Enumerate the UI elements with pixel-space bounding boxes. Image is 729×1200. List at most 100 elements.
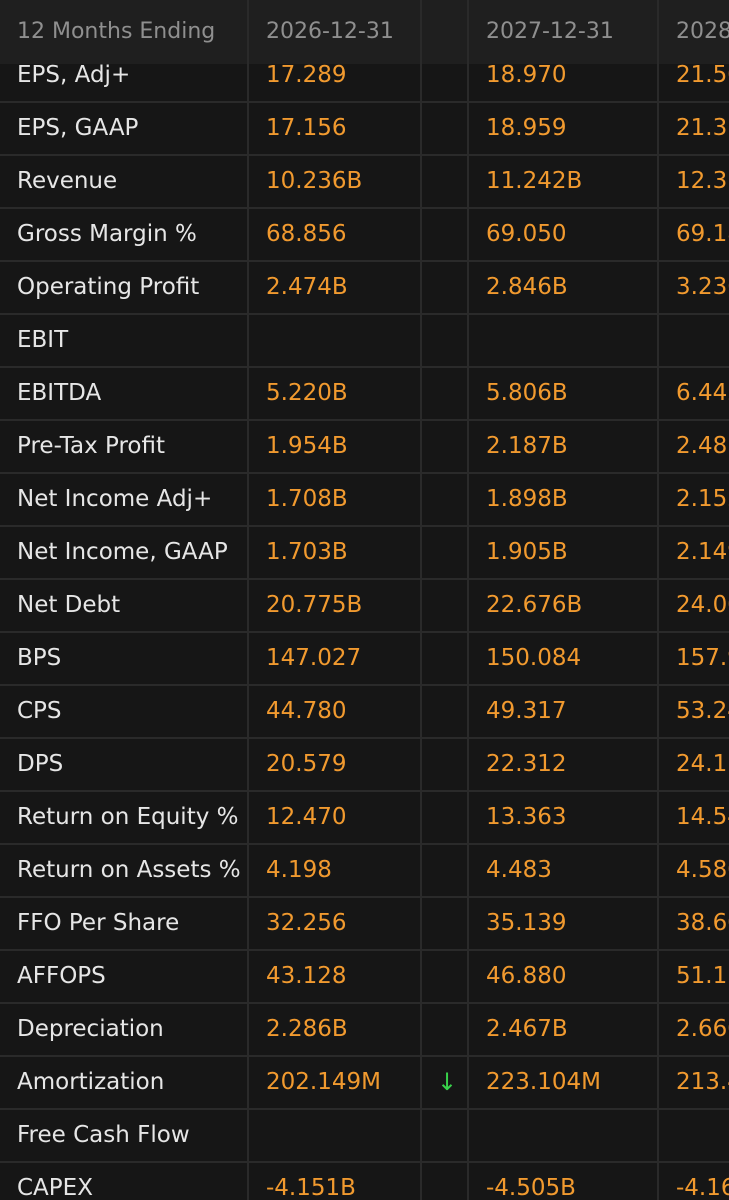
table-row[interactable]: EPS, GAAP 17.156 18.959 21.37 (0, 103, 729, 156)
table-row[interactable]: Amortization 202.149M ↓ 223.104M 213.4 (0, 1057, 729, 1110)
row-label: Net Income, GAAP (17, 539, 228, 565)
value-2026: 20.775B (266, 592, 363, 618)
value-2028: 6.442 (676, 380, 729, 406)
value-2027: 1.898B (486, 486, 568, 512)
value-2027: 2.467B (486, 1016, 568, 1042)
table-row[interactable]: DPS 20.579 22.312 24.11 (0, 739, 729, 792)
trend-arrow-icon (432, 845, 462, 896)
value-2028: 2.660 (676, 1016, 729, 1042)
header-period-2027[interactable]: 2027-12-31 (486, 19, 614, 44)
table-row[interactable]: EPS, Adj+ 17.289 18.970 21.50 (0, 50, 729, 103)
column-divider (467, 0, 469, 1200)
row-label: Net Debt (17, 592, 121, 618)
value-2027: 18.970 (486, 62, 567, 88)
trend-arrow-icon (432, 633, 462, 684)
value-2026: 5.220B (266, 380, 348, 406)
value-2026: 2.474B (266, 274, 348, 300)
header-period-2026[interactable]: 2026-12-31 (266, 19, 394, 44)
trend-arrow-icon (432, 527, 462, 578)
value-2027: -4.505B (486, 1175, 576, 1200)
value-2027: 49.317 (486, 698, 567, 724)
row-label: Free Cash Flow (17, 1122, 190, 1148)
value-2027: 22.312 (486, 751, 567, 777)
table-row[interactable]: Net Debt 20.775B 22.676B 24.00 (0, 580, 729, 633)
value-2026: 68.856 (266, 221, 347, 247)
value-2028: 53.24 (676, 698, 729, 724)
value-2026: 32.256 (266, 910, 347, 936)
header-period-2028[interactable]: 2028-12-31 (676, 19, 729, 44)
value-2028: 157.9 (676, 645, 729, 671)
table-row[interactable]: EBIT (0, 315, 729, 368)
row-label: Amortization (17, 1069, 165, 1095)
value-2028: 51.17 (676, 963, 729, 989)
table-row[interactable]: Net Income Adj+ 1.708B 1.898B 2.152 (0, 474, 729, 527)
row-label: EPS, Adj+ (17, 62, 131, 88)
value-2026: 17.156 (266, 115, 347, 141)
row-label: Pre-Tax Profit (17, 433, 166, 459)
table-row[interactable]: EBITDA 5.220B 5.806B 6.442 (0, 368, 729, 421)
trend-arrow-icon (432, 315, 462, 366)
table-row[interactable]: Depreciation 2.286B 2.467B 2.660 (0, 1004, 729, 1057)
value-2027: 18.959 (486, 115, 567, 141)
value-2028: 14.54 (676, 804, 729, 830)
row-label: Gross Margin % (17, 221, 197, 247)
value-2027: 22.676B (486, 592, 583, 618)
table-row[interactable]: CAPEX -4.151B -4.505B -4.16 (0, 1163, 729, 1200)
table-row[interactable]: AFFOPS 43.128 46.880 51.17 (0, 951, 729, 1004)
value-2027: 35.139 (486, 910, 567, 936)
value-2028: 4.580 (676, 857, 729, 883)
table-row[interactable]: Operating Profit 2.474B 2.846B 3.236 (0, 262, 729, 315)
value-2027: 2.846B (486, 274, 568, 300)
trend-arrow-icon (432, 898, 462, 949)
value-2027: 1.905B (486, 539, 568, 565)
value-2028: 38.60 (676, 910, 729, 936)
row-label: Net Income Adj+ (17, 486, 213, 512)
value-2028: 213.4 (676, 1069, 729, 1095)
value-2026: 1.703B (266, 539, 348, 565)
trend-arrow-icon (432, 686, 462, 737)
value-2028 (676, 315, 729, 366)
row-label: CPS (17, 698, 62, 724)
value-2026 (266, 315, 416, 366)
row-label: EBITDA (17, 380, 102, 406)
value-2027: 4.483 (486, 857, 552, 883)
value-2026: 10.236B (266, 168, 363, 194)
trend-arrow-icon (432, 156, 462, 207)
value-2026: 20.579 (266, 751, 347, 777)
down-arrow-icon: ↓ (436, 1068, 458, 1096)
column-divider (247, 0, 249, 1200)
table-row[interactable]: Free Cash Flow (0, 1110, 729, 1163)
value-2027: 150.084 (486, 645, 582, 671)
row-label: Revenue (17, 168, 118, 194)
table-row[interactable]: Net Income, GAAP 1.703B 1.905B 2.149 (0, 527, 729, 580)
column-divider (657, 0, 659, 1200)
value-2027: 13.363 (486, 804, 567, 830)
row-label: BPS (17, 645, 62, 671)
value-2026: 44.780 (266, 698, 347, 724)
value-2027: 2.187B (486, 433, 568, 459)
table-row[interactable]: Revenue 10.236B 11.242B 12.31 (0, 156, 729, 209)
table-row[interactable]: Pre-Tax Profit 1.954B 2.187B 2.487 (0, 421, 729, 474)
row-label: AFFOPS (17, 963, 106, 989)
trend-arrow-icon (432, 421, 462, 472)
table-row[interactable]: Return on Assets % 4.198 4.483 4.580 (0, 845, 729, 898)
trend-arrow-icon (432, 1110, 462, 1161)
value-2027: 223.104M (486, 1069, 601, 1095)
value-2026: 17.289 (266, 62, 347, 88)
value-2026: 1.954B (266, 433, 348, 459)
trend-arrow-icon (432, 1163, 462, 1200)
trend-arrow-icon (432, 474, 462, 525)
value-2027 (486, 1110, 656, 1161)
table-row[interactable]: Return on Equity % 12.470 13.363 14.54 (0, 792, 729, 845)
table-row[interactable]: Gross Margin % 68.856 69.050 69.18 (0, 209, 729, 262)
table-row[interactable]: BPS 147.027 150.084 157.9 (0, 633, 729, 686)
table-row[interactable]: CPS 44.780 49.317 53.24 (0, 686, 729, 739)
value-2026: 147.027 (266, 645, 362, 671)
value-2028 (676, 1110, 729, 1161)
trend-arrow-icon (432, 739, 462, 790)
value-2026: 2.286B (266, 1016, 348, 1042)
value-2028: 2.487 (676, 433, 729, 459)
trend-arrow-icon (432, 262, 462, 313)
table-row[interactable]: FFO Per Share 32.256 35.139 38.60 (0, 898, 729, 951)
trend-arrow-icon (432, 209, 462, 260)
